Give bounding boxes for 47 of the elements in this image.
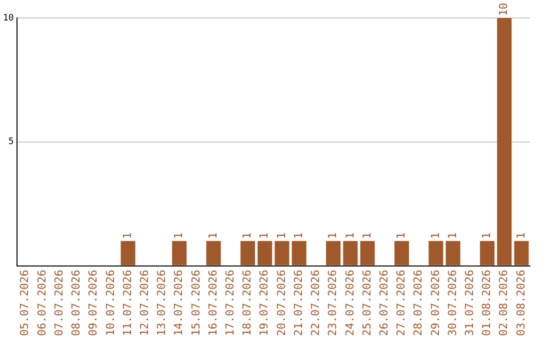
x-tick-label: 12.07.2026 xyxy=(138,270,151,336)
data-label: 1 xyxy=(428,232,442,239)
x-tick-label: 31.07.2026 xyxy=(462,270,476,336)
x-tick-label: 24.07.2026 xyxy=(343,270,356,336)
data-label: 1 xyxy=(480,232,494,239)
x-tick-label: 02.08.2026 xyxy=(497,270,510,336)
x-tick-label: 13.07.2026 xyxy=(155,270,168,336)
x-tick-label: 26.07.2026 xyxy=(377,270,390,336)
x-tick-label: 14.07.2026 xyxy=(172,270,186,336)
x-tick-label: 01.08.2026 xyxy=(480,270,494,336)
x-tick-label: 28.07.2026 xyxy=(412,270,425,336)
x-tick-label: 21.07.2026 xyxy=(292,270,305,336)
x-tick-label: 10.07.2026 xyxy=(104,270,117,336)
x-tick-label: 27.07.2026 xyxy=(394,270,408,336)
data-label: 1 xyxy=(240,232,254,239)
x-tick-label: 19.07.2026 xyxy=(258,270,271,336)
x-tick-label: 06.07.2026 xyxy=(35,270,48,336)
x-tick-label: 15.07.2026 xyxy=(189,270,202,336)
x-tick-label: 16.07.2026 xyxy=(206,270,220,336)
x-tick-label: 23.07.2026 xyxy=(326,270,340,336)
data-label: 1 xyxy=(360,232,374,239)
data-label: 1 xyxy=(343,232,356,239)
x-tick-label: 22.07.2026 xyxy=(309,270,322,336)
x-tick-label: 08.07.2026 xyxy=(70,270,83,336)
x-tick-label: 18.07.2026 xyxy=(240,270,254,336)
data-label: 1 xyxy=(120,232,134,239)
data-label: 1 xyxy=(326,232,340,239)
data-label: 1 xyxy=(394,232,408,239)
data-label: 1 xyxy=(274,232,288,239)
x-tick-label: 30.07.2026 xyxy=(446,270,459,336)
x-tick-label: 03.08.2026 xyxy=(514,270,528,336)
data-label: 1 xyxy=(514,232,528,239)
data-label: 1 xyxy=(206,232,220,239)
x-tick-label: 05.07.2026 xyxy=(18,270,32,336)
x-tick-label: 11.07.2026 xyxy=(120,270,134,336)
x-tick-label: 20.07.2026 xyxy=(274,270,288,336)
data-label: 1 xyxy=(258,232,271,239)
y-tick-label: 5 xyxy=(8,137,14,148)
x-tick-label: 09.07.2026 xyxy=(86,270,100,336)
data-label: 1 xyxy=(172,232,186,239)
x-tick-label: 29.07.2026 xyxy=(428,270,442,336)
x-tick-label: 07.07.2026 xyxy=(52,270,66,336)
data-label: 1 xyxy=(446,232,459,239)
x-tick-label: 17.07.2026 xyxy=(224,270,237,336)
data-label: 10 xyxy=(497,2,510,16)
data-label: 1 xyxy=(292,232,305,239)
x-tick-label: 25.07.2026 xyxy=(360,270,374,336)
